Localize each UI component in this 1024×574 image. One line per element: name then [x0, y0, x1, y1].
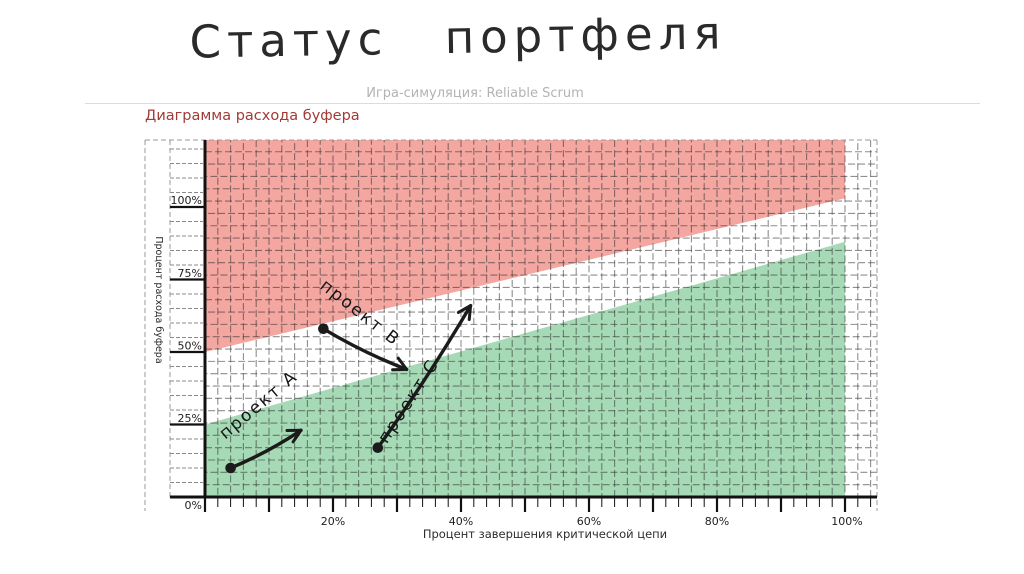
project-start-dot — [225, 462, 236, 474]
y-tick-label: 25% — [178, 412, 202, 425]
red-zone — [205, 140, 845, 352]
arrow-shaft — [228, 428, 303, 470]
arrow-head — [396, 356, 409, 371]
arrow-head — [467, 304, 473, 322]
y-tick-label: 75% — [178, 267, 202, 280]
x-axis-ticks — [203, 498, 872, 512]
x-axis-line — [170, 495, 877, 499]
x-tick-label: 20% — [321, 515, 345, 528]
project-arrows — [225, 303, 473, 474]
y-tick-label: 0% — [185, 499, 202, 512]
arrow-head — [456, 304, 473, 314]
project-start-dot — [318, 323, 329, 335]
x-axis-label: Процент завершения критической цепи — [423, 527, 667, 541]
arrow-head — [291, 428, 303, 444]
axes — [170, 140, 877, 499]
x-tick-label: 80% — [705, 515, 729, 528]
project-c-arrow — [372, 303, 473, 454]
y-tick-label: 100% — [171, 194, 202, 207]
chart-frame — [144, 139, 878, 511]
slide-subtitle: Игра-симуляция: Reliable Scrum — [366, 86, 584, 101]
x-axis-tick-labels: 20% 40% 60% 80% 100% — [321, 515, 863, 528]
arrow-shaft — [321, 327, 409, 372]
chart-grid — [205, 140, 877, 497]
project-start-dot — [372, 442, 384, 454]
y-axis-strip — [170, 148, 205, 483]
y-axis-label: Процент расхода буфера — [153, 236, 164, 363]
x-tick-label: 60% — [577, 515, 601, 528]
arrow-shaft — [376, 303, 473, 450]
project-b-arrow — [318, 323, 409, 372]
y-tick-label: 50% — [178, 340, 202, 353]
x-tick-label: 40% — [449, 515, 473, 528]
y-axis-line — [203, 140, 207, 498]
project-a-arrow — [225, 428, 303, 474]
header-divider — [85, 103, 980, 104]
y-axis-tick-labels: 100% 75% 50% 25% 0% — [171, 194, 202, 512]
x-tick-label: 100% — [831, 515, 862, 528]
chart-title: Диаграмма расхода буфера — [145, 108, 360, 124]
